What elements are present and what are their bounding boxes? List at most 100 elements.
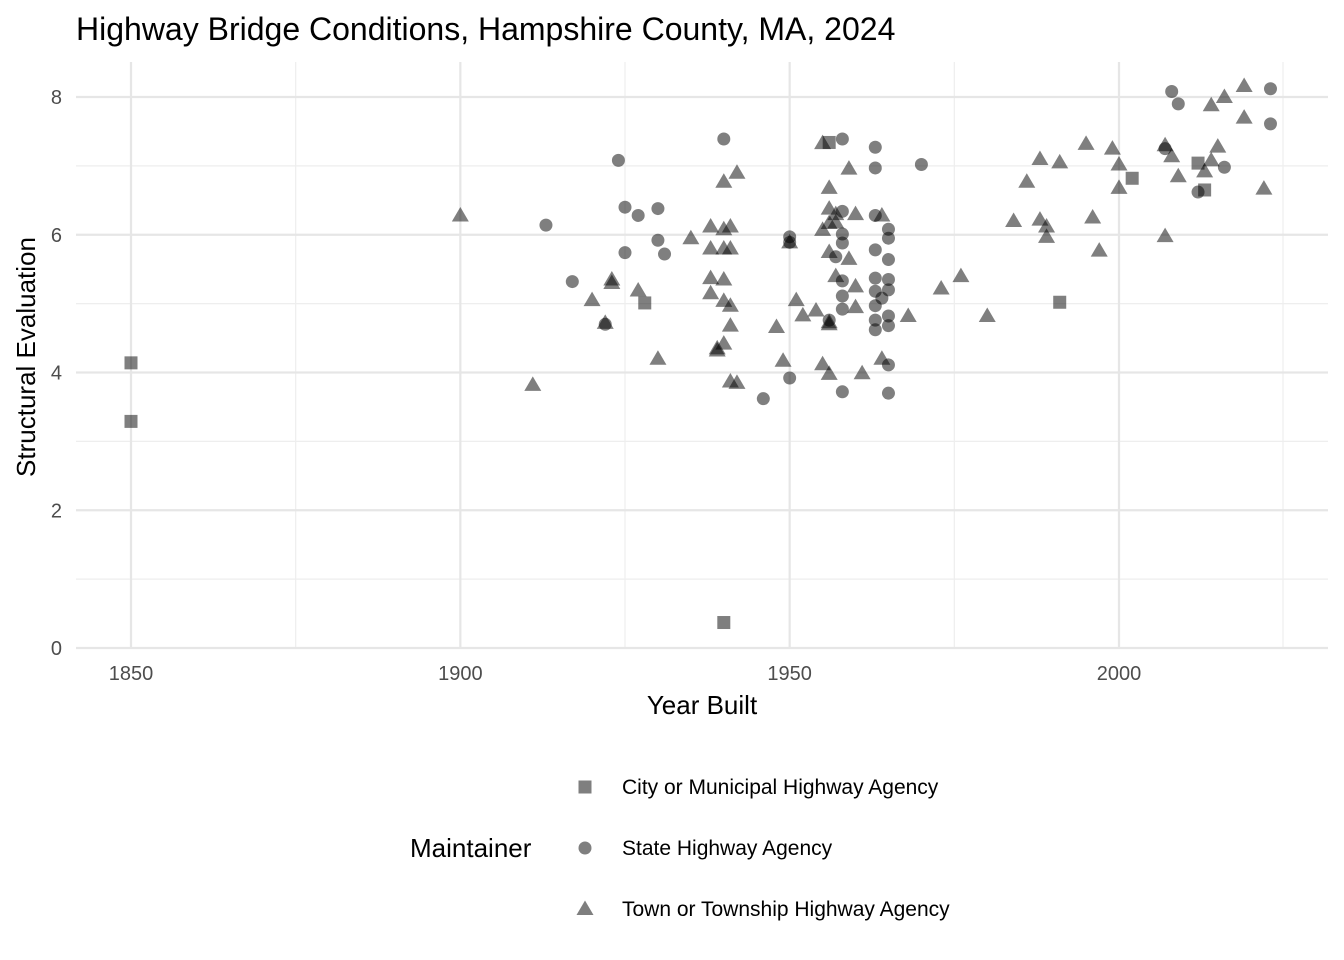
triangle-data-point: [1235, 77, 1253, 92]
triangle-data-point: [827, 267, 845, 283]
triangle-data-point: [1156, 136, 1174, 152]
circle-data-point: [1165, 84, 1179, 98]
legend-items: City or Municipal Highway Agency State Hi…: [576, 776, 950, 921]
square-data-point: [1053, 295, 1067, 309]
circle-data-point: [868, 161, 882, 175]
triangle-data-point: [840, 250, 858, 265]
triangle-data-point: [728, 374, 746, 389]
triangle-data-point: [1018, 173, 1036, 188]
circle-data-point: [1171, 97, 1185, 111]
circle-data-point: [539, 218, 553, 232]
circle-data-point: [881, 319, 895, 333]
triangle-data-point: [814, 134, 832, 150]
triangle-data-point: [820, 179, 838, 194]
legend-key-circle: [578, 841, 592, 855]
triangle-data-point: [721, 217, 739, 233]
triangle-data-point: [629, 282, 647, 297]
circle-data-point: [565, 275, 579, 289]
circle-data-point: [1217, 160, 1231, 174]
legend-label: City or Municipal Highway Agency: [622, 776, 939, 799]
circle-data-point: [881, 309, 895, 323]
legend: Maintainer City or Municipal Highway Age…: [410, 776, 950, 921]
circle-data-point: [651, 233, 665, 247]
triangle-data-point: [820, 243, 838, 258]
triangle-data-point: [1163, 147, 1181, 163]
circle-data-point: [717, 132, 731, 146]
triangle-data-point: [807, 302, 825, 317]
circle-data-point: [1263, 117, 1277, 131]
y-axis-title: Structural Evaluation: [11, 237, 41, 477]
triangle-data-point: [1084, 209, 1102, 224]
triangle-data-point: [873, 206, 891, 222]
triangle-data-point: [1169, 167, 1187, 183]
circle-data-point: [658, 247, 672, 261]
circle-data-point: [835, 227, 849, 241]
triangle-data-point: [774, 352, 792, 367]
circle-data-point: [618, 200, 632, 214]
circle-data-point: [881, 283, 895, 297]
circle-data-point: [1191, 185, 1205, 199]
circle-data-point: [756, 392, 770, 406]
triangle-data-point: [728, 164, 746, 179]
triangle-data-point: [702, 240, 720, 255]
triangle-data-point: [451, 206, 469, 222]
triangle-data-point: [1038, 217, 1056, 233]
triangle-data-point: [899, 307, 917, 323]
triangle-data-point: [524, 376, 542, 391]
triangle-data-point: [715, 271, 733, 286]
triangle-data-point: [952, 267, 970, 283]
triangle-data-point: [827, 205, 845, 221]
square-data-point: [1191, 156, 1205, 170]
triangle-data-point: [820, 315, 838, 331]
circle-data-point: [783, 371, 797, 385]
triangle-data-point: [932, 279, 950, 295]
legend-key-triangle: [576, 900, 594, 915]
legend-label: Town or Township Highway Agency: [622, 898, 950, 921]
legend-title: Maintainer: [410, 833, 532, 863]
circle-data-point: [868, 271, 882, 285]
triangle-data-point: [820, 365, 838, 380]
circle-data-point: [881, 273, 895, 287]
triangle-data-point: [847, 298, 865, 314]
x-tick-label: 2000: [1097, 663, 1142, 685]
triangle-data-point: [702, 284, 720, 300]
x-axis-ticks: 1850 1900 1950 2000: [109, 663, 1142, 685]
triangle-data-point: [1077, 135, 1095, 150]
triangle-data-point: [702, 269, 720, 285]
triangle-data-point: [1110, 155, 1128, 171]
triangle-data-point: [721, 317, 739, 332]
y-tick-label: 0: [51, 638, 62, 660]
legend-key-square: [578, 780, 592, 794]
triangle-data-point: [1110, 179, 1128, 194]
y-tick-label: 4: [51, 363, 62, 385]
triangle-data-point: [1202, 96, 1220, 112]
triangle-data-point: [1209, 138, 1227, 153]
circle-data-point: [835, 385, 849, 399]
triangle-data-point: [787, 291, 805, 307]
minor-gridlines: [76, 62, 1328, 648]
triangle-data-point: [767, 318, 785, 334]
square-data-point: [717, 616, 731, 630]
circle-data-point: [868, 313, 882, 327]
triangle-data-point: [721, 240, 739, 255]
circle-data-point: [631, 208, 645, 222]
square-data-point: [124, 356, 138, 370]
triangle-data-point: [847, 205, 865, 221]
triangle-data-point: [1031, 150, 1049, 165]
triangle-data-point: [702, 217, 720, 233]
circle-data-point: [651, 202, 665, 216]
circle-data-point: [914, 157, 928, 171]
triangle-data-point: [873, 350, 891, 365]
circle-data-point: [835, 302, 849, 316]
triangle-data-point: [596, 314, 614, 329]
triangle-data-point: [603, 274, 621, 289]
legend-label: State Highway Agency: [622, 837, 833, 860]
circle-data-point: [881, 222, 895, 236]
circle-data-point: [881, 231, 895, 245]
triangle-data-point: [794, 306, 812, 322]
circle-data-point: [881, 253, 895, 267]
triangle-data-point: [1038, 228, 1056, 243]
triangle-data-point: [1215, 88, 1233, 103]
circle-data-point: [835, 132, 849, 146]
